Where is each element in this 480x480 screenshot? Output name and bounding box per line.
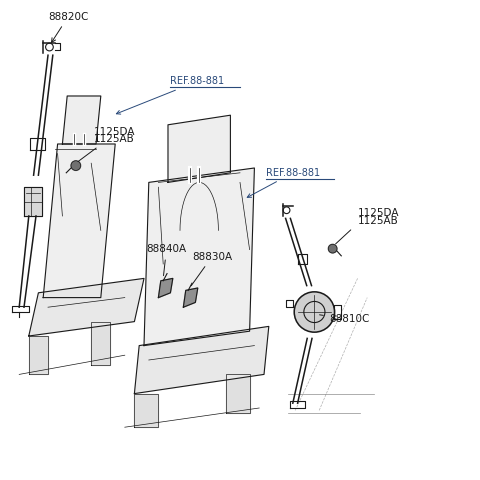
Polygon shape xyxy=(91,322,110,365)
Polygon shape xyxy=(24,187,42,216)
Polygon shape xyxy=(168,115,230,182)
Text: REF.88-881: REF.88-881 xyxy=(116,76,225,114)
Text: 1125DA: 1125DA xyxy=(94,127,135,137)
Polygon shape xyxy=(158,278,173,298)
Polygon shape xyxy=(144,168,254,346)
Text: 88830A: 88830A xyxy=(191,252,232,286)
Polygon shape xyxy=(29,278,144,336)
Polygon shape xyxy=(134,326,269,394)
Text: 88840A: 88840A xyxy=(146,244,187,276)
Circle shape xyxy=(294,292,335,332)
Circle shape xyxy=(71,161,81,170)
Polygon shape xyxy=(29,336,48,374)
Polygon shape xyxy=(134,394,158,427)
Text: 88810C: 88810C xyxy=(320,314,369,324)
Text: 1125AB: 1125AB xyxy=(358,216,398,226)
Circle shape xyxy=(328,244,337,253)
Polygon shape xyxy=(43,144,115,298)
Polygon shape xyxy=(62,96,101,144)
Text: REF.88-881: REF.88-881 xyxy=(247,168,321,197)
Polygon shape xyxy=(226,374,250,413)
Text: 88820C: 88820C xyxy=(48,12,88,42)
Text: 1125AB: 1125AB xyxy=(94,134,134,144)
Polygon shape xyxy=(183,288,198,307)
Text: 1125DA: 1125DA xyxy=(358,208,399,218)
